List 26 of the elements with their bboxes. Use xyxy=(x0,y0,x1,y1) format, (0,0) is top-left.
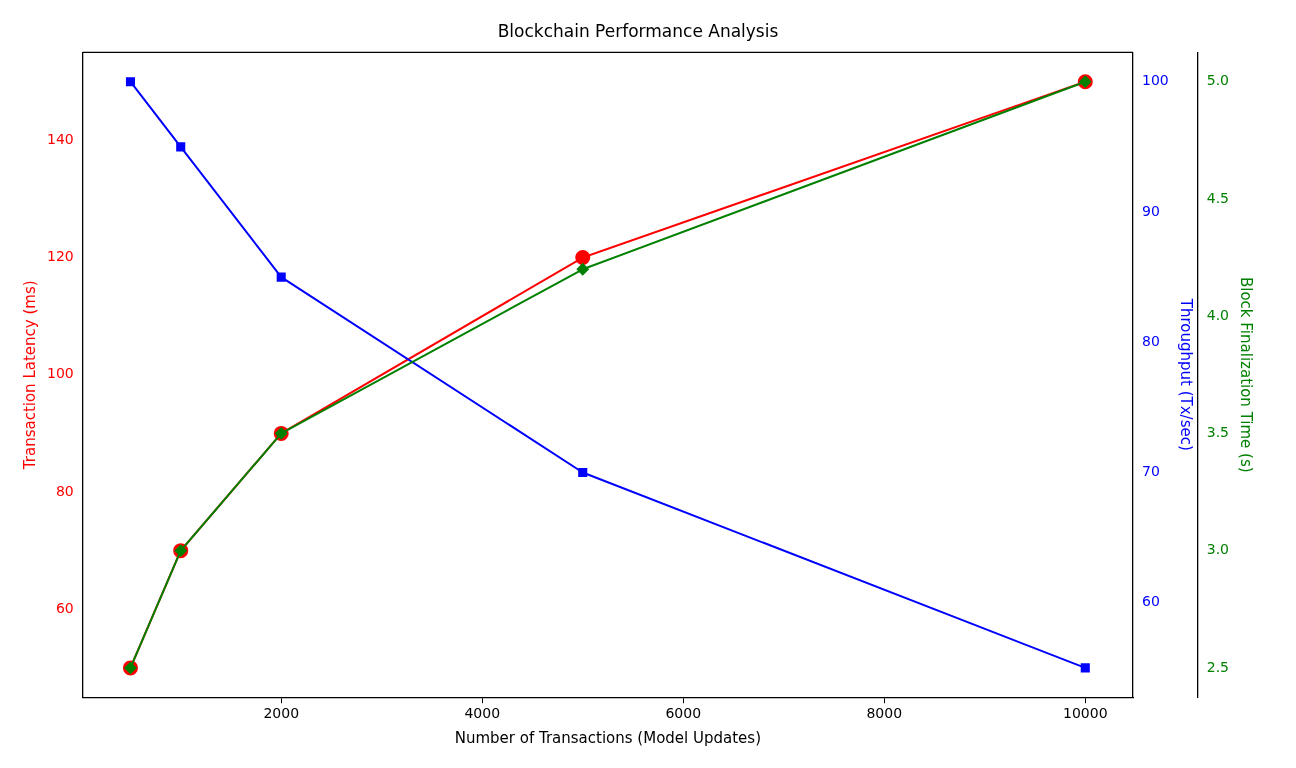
x-tick-label: 8000 xyxy=(866,705,903,722)
x-tick-label: 4000 xyxy=(464,705,501,722)
y-tick-label: 100 xyxy=(46,365,74,382)
y2-axis-title: Throughput (Tx/sec) xyxy=(1176,297,1195,451)
y-tick-label: 120 xyxy=(46,248,74,265)
y3-tick-label: 2.5 xyxy=(1206,658,1229,675)
x-tick-label: 2000 xyxy=(263,705,300,722)
y3-tick-label: 4.0 xyxy=(1206,306,1229,323)
chart-title: Blockchain Performance Analysis xyxy=(497,20,779,41)
y3-tick-label: 3.0 xyxy=(1206,541,1229,558)
y2-tick-label: 70 xyxy=(1142,463,1160,480)
y3-tick-label: 3.5 xyxy=(1206,424,1229,441)
y2-tick-label: 100 xyxy=(1142,72,1169,89)
y2-tick-label: 90 xyxy=(1142,202,1160,219)
y-axis-title: Transaction Latency (ms) xyxy=(20,280,39,471)
y-tick-label: 60 xyxy=(55,599,74,616)
y2-tick-label: 80 xyxy=(1142,332,1160,349)
y2-tick-label: 60 xyxy=(1142,593,1160,610)
x-tick-label: 10000 xyxy=(1063,705,1108,722)
y3-axis-title: Block Finalization Time (s) xyxy=(1237,276,1256,473)
x-tick-label: 6000 xyxy=(665,705,702,722)
y3-tick-label: 5.0 xyxy=(1206,72,1229,89)
x-axis-title: Number of Transactions (Model Updates) xyxy=(454,728,762,747)
y3-tick-label: 4.5 xyxy=(1206,189,1229,206)
y-tick-label: 140 xyxy=(46,130,74,147)
y-tick-label: 80 xyxy=(55,482,74,499)
